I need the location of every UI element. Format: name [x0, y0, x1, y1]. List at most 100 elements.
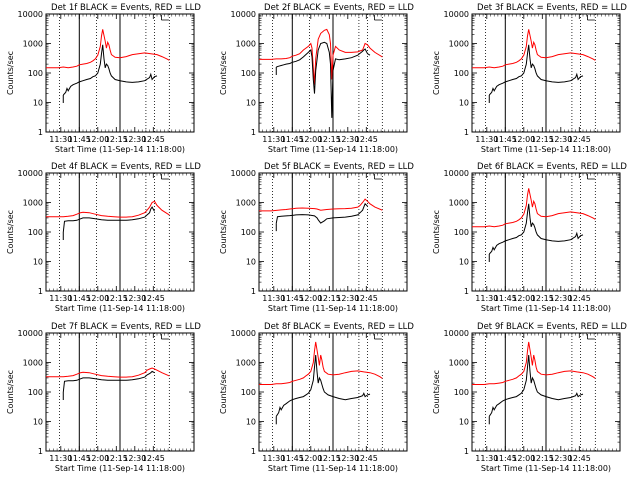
y-tick-label: 10000: [18, 10, 43, 19]
y-tick-label: 1000: [236, 199, 256, 208]
y-tick-label: 10: [33, 258, 43, 267]
x-tick-label: 12:00: [86, 294, 109, 303]
series-lld-line: [259, 341, 383, 385]
y-tick-label: 100: [241, 228, 256, 237]
x-tick-label: 12:30: [549, 135, 572, 144]
y-tick-label: 1: [251, 128, 256, 137]
x-tick-label: 12:15: [531, 135, 554, 144]
series-events-line: [62, 370, 155, 393]
x-axis-label: Start Time (11-Sep-14 11:18:00): [481, 304, 611, 313]
series-events-line: [275, 202, 368, 224]
series-events-line: [488, 203, 584, 255]
x-tick-label: 12:00: [512, 294, 535, 303]
panel-det8: Det 8f BLACK = Events, RED = LLD 1 10 100 10…: [219, 322, 414, 473]
x-axis-label: Start Time (11-Sep-14 11:18:00): [55, 304, 185, 313]
x-tick-label: 11:45: [494, 294, 517, 303]
y-axis-label: Counts/sec: [432, 370, 441, 414]
y-axis-label: Counts/sec: [6, 51, 15, 95]
x-tick-label: 12:30: [549, 294, 572, 303]
y-tick-label: 1: [38, 447, 43, 456]
y-tick-label: 10: [246, 99, 256, 108]
y-tick-label: 1000: [23, 359, 43, 368]
y-axis-label: Counts/sec: [219, 210, 228, 254]
y-tick-label: 10: [246, 418, 256, 427]
x-tick-label: 12:45: [355, 294, 378, 303]
x-tick-label: 11:30: [262, 135, 285, 144]
x-tick-label: 12:45: [355, 135, 378, 144]
x-tick-label: 12:00: [86, 135, 109, 144]
y-tick-label: 10000: [231, 10, 256, 19]
y-axis-label: Counts/sec: [432, 210, 441, 254]
series-events-line: [275, 354, 371, 417]
y-tick-label: 10: [459, 258, 469, 267]
x-tick-label: 11:30: [262, 454, 285, 463]
x-tick-label: 11:45: [68, 294, 91, 303]
x-tick-label: 11:45: [281, 135, 304, 144]
x-axis-label: Start Time (11-Sep-14 11:18:00): [268, 464, 398, 473]
series-lld-line: [472, 29, 596, 69]
panel-title: Det 1f BLACK = Events, RED = LLD: [51, 3, 201, 13]
x-tick-label: 11:45: [68, 454, 91, 463]
x-tick-label: 11:45: [281, 454, 304, 463]
series-lld-line: [472, 188, 596, 228]
y-tick-label: 1: [464, 447, 469, 456]
y-tick-label: 100: [28, 388, 43, 397]
y-tick-label: 10000: [444, 10, 469, 19]
x-tick-label: 11:45: [494, 135, 517, 144]
y-axis-label: Counts/sec: [219, 370, 228, 414]
x-axis-label: Start Time (11-Sep-14 11:18:00): [55, 464, 185, 473]
x-tick-label: 12:00: [86, 454, 109, 463]
panel-title: Det 8f BLACK = Events, RED = LLD: [264, 322, 414, 332]
y-tick-label: 100: [241, 69, 256, 78]
x-tick-label: 12:30: [123, 294, 146, 303]
x-tick-label: 11:30: [475, 294, 498, 303]
x-tick-label: 11:30: [49, 454, 72, 463]
series-events-line: [62, 44, 158, 96]
x-axis-label: Start Time (11-Sep-14 11:18:00): [55, 145, 185, 154]
series-lld-line: [259, 28, 383, 85]
x-tick-label: 12:45: [568, 135, 591, 144]
panel-title: Det 4f BLACK = Events, RED = LLD: [51, 162, 201, 172]
x-tick-label: 12:15: [531, 294, 554, 303]
x-tick-label: 12:30: [336, 294, 359, 303]
y-axis-label: Counts/sec: [219, 51, 228, 95]
panel-title: Det 3f BLACK = Events, RED = LLD: [477, 3, 627, 13]
series-lld-line: [46, 200, 170, 218]
x-tick-label: 12:00: [299, 135, 322, 144]
y-tick-label: 10000: [18, 169, 43, 178]
y-tick-label: 1: [251, 447, 256, 456]
x-tick-label: 11:30: [49, 294, 72, 303]
y-tick-label: 1: [38, 128, 43, 137]
x-tick-label: 12:30: [336, 135, 359, 144]
x-tick-label: 12:00: [299, 454, 322, 463]
y-tick-label: 1000: [23, 40, 43, 49]
series-events-line: [62, 206, 155, 233]
y-tick-label: 10: [246, 258, 256, 267]
x-tick-label: 12:30: [123, 454, 146, 463]
x-tick-label: 12:45: [142, 294, 165, 303]
panel-det1: Det 1f BLACK = Events, RED = LLD 1 10 100 10…: [6, 3, 201, 154]
x-tick-label: 12:45: [142, 454, 165, 463]
y-tick-label: 10: [33, 418, 43, 427]
legend-marker: [587, 15, 595, 21]
legend-marker: [374, 15, 382, 21]
x-axis-label: Start Time (11-Sep-14 11:18:00): [481, 464, 611, 473]
panel-det3: Det 3f BLACK = Events, RED = LLD 1 10 100 10…: [432, 3, 627, 154]
series-lld-line: [259, 198, 383, 212]
y-tick-label: 1000: [449, 40, 469, 49]
x-tick-label: 11:30: [49, 135, 72, 144]
x-axis-label: Start Time (11-Sep-14 11:18:00): [481, 145, 611, 154]
y-tick-label: 10: [459, 99, 469, 108]
y-tick-label: 10000: [18, 329, 43, 338]
x-tick-label: 11:30: [262, 294, 285, 303]
panel-det7: Det 7f BLACK = Events, RED = LLD 1 10 100 10…: [6, 322, 201, 473]
series-lld-line: [46, 367, 170, 378]
panel-det6: Det 6f BLACK = Events, RED = LLD 1 10 100 10…: [432, 162, 627, 313]
series-lld-line: [46, 29, 170, 69]
x-tick-label: 12:00: [512, 135, 535, 144]
y-axis-label: Counts/sec: [6, 210, 15, 254]
x-tick-label: 11:45: [281, 294, 304, 303]
x-tick-label: 12:45: [142, 135, 165, 144]
y-tick-label: 10: [459, 418, 469, 427]
